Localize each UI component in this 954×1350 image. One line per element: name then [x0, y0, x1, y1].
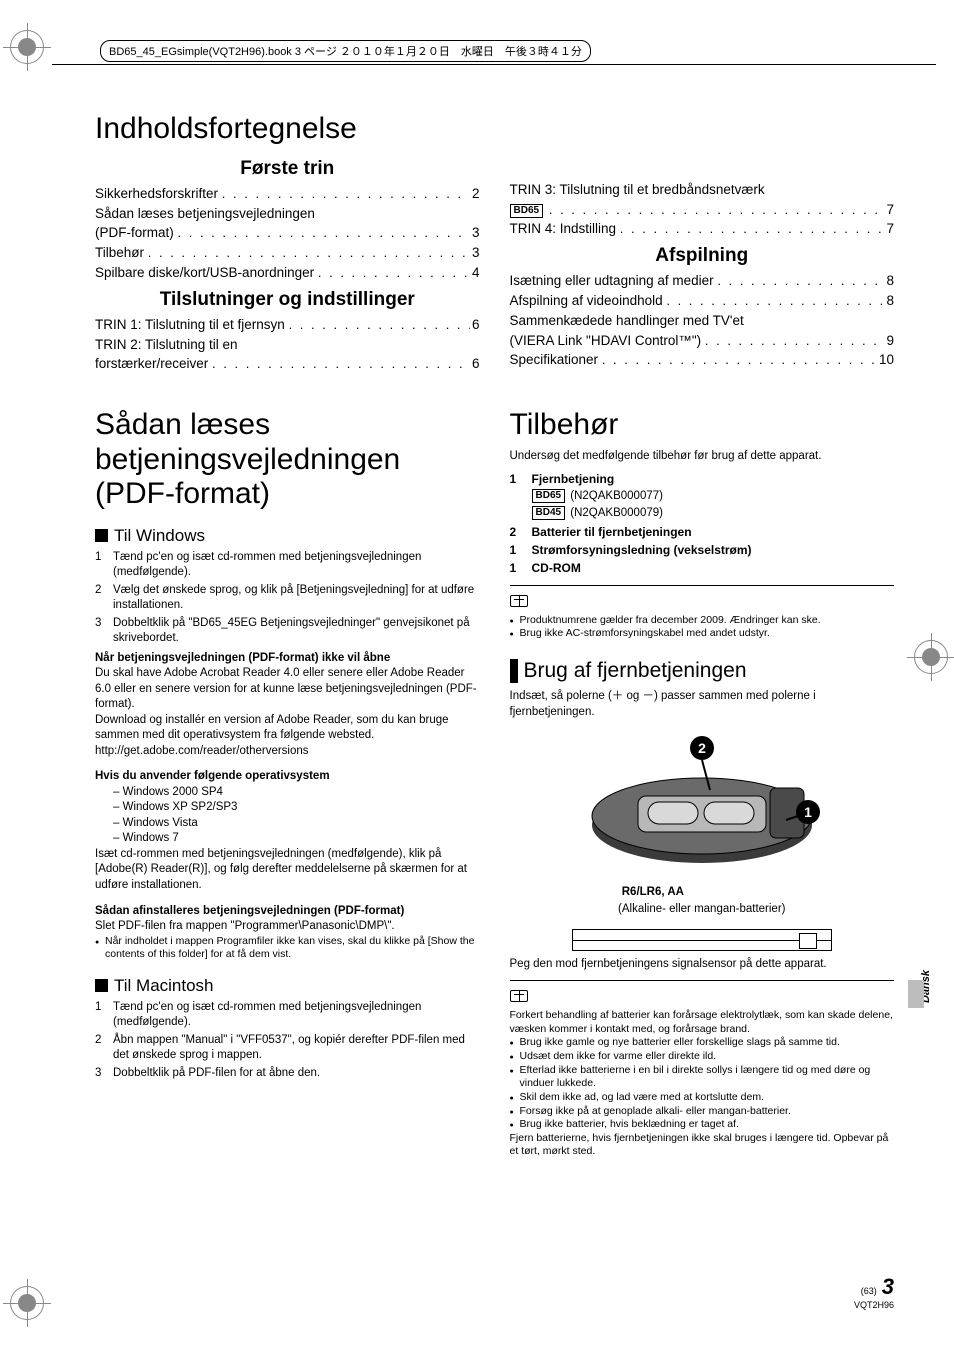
toc-section-title: Første trin — [95, 158, 480, 180]
bullet-item: Når indholdet i mappen Programfiler ikke… — [95, 935, 480, 962]
note-icon — [510, 595, 528, 607]
os-item: – Windows Vista — [113, 816, 480, 832]
toc-entry: (VIERA Link "HDAVI Control™") 9 — [510, 331, 895, 351]
subheading-mac: Til Macintosh — [95, 976, 480, 996]
note-icon — [510, 990, 528, 1002]
body-text: Forkert behandling af batterier kan forå… — [510, 1009, 895, 1036]
toc-left-column: Første trin Sikkerhedsforskrifter 2Sådan… — [95, 152, 480, 374]
accessory-item: 2Batterier til fjernbetjeningen — [510, 523, 895, 541]
os-list: – Windows 2000 SP4– Windows XP SP2/SP3– … — [95, 785, 480, 847]
accessory-subitem: BD45 (N2QAKB000079) — [510, 505, 895, 522]
step-item: 3Dobbeltklik på "BD65_45EG Betjeningsvej… — [95, 616, 480, 647]
note-item: Brug ikke AC-strømforsyningskabel med an… — [510, 627, 895, 641]
toc-section-title: Afspilning — [510, 245, 895, 267]
toc-entry: BD65 7 — [510, 200, 895, 220]
crop-mark-icon — [914, 640, 948, 674]
warning-item: Skil dem ikke ad, og lad være med at kor… — [510, 1091, 895, 1105]
step-item: 3Dobbeltklik på PDF-filen for at åbne de… — [95, 1066, 480, 1082]
model-badge: BD65 — [510, 204, 544, 218]
remote-heading: Brug af fjernbetjeningen — [510, 659, 895, 683]
body-text: Isæt cd-rommen med betjeningsvejledninge… — [95, 847, 480, 894]
toc-entry: TRIN 4: Indstilling 7 — [510, 219, 895, 239]
body-text: Slet PDF-filen fra mappen "Programmer\Pa… — [95, 919, 480, 935]
os-item: – Windows 2000 SP4 — [113, 785, 480, 801]
accessory-subitem: BD65 (N2QAKB000077) — [510, 488, 895, 505]
warning-item: Udsæt dem ikke for varme eller direkte i… — [510, 1050, 895, 1064]
no-open-heading: Når betjeningsvejledningen (PDF-format) … — [95, 651, 480, 667]
accessory-notes: Produktnumrene gælder fra december 2009.… — [510, 614, 895, 641]
body-text: Indsæt, så polerne (＋ og －) passer samme… — [510, 689, 895, 720]
page-title: Indholdsfortegnelse — [95, 112, 894, 146]
os-item: – Windows 7 — [113, 831, 480, 847]
mac-steps: 1Tænd pc'en og isæt cd-rommen med betjen… — [95, 1000, 480, 1082]
toc-entry: TRIN 1: Tilslutning til et fjernsyn 6 — [95, 315, 480, 335]
note-item: Produktnumrene gælder fra december 2009.… — [510, 614, 895, 628]
step-item: 1Tænd pc'en og isæt cd-rommen med betjen… — [95, 1000, 480, 1031]
svg-text:2: 2 — [698, 740, 706, 756]
toc-right-column: TRIN 3: Tilslutning til et bredbåndsnetv… — [510, 152, 895, 374]
remote-figure: 2 1 R6/LR6, AA (Alkaline- eller mangan-b… — [572, 730, 832, 915]
uninstall-heading: Sådan afinstalleres betjeningsvejledning… — [95, 904, 480, 920]
toc-entry: Sådan læses betjeningsvejledningen — [95, 204, 480, 224]
accessory-item: 1Fjernbetjening — [510, 470, 895, 488]
toc-entry: Specifikationer 10 — [510, 350, 895, 370]
os-heading: Hvis du anvender følgende operativsystem — [95, 769, 480, 785]
step-item: 2Åbn mappen "Manual" i "VFF0537", og kop… — [95, 1033, 480, 1064]
toc-entry: Sammenkædede handlinger med TV'et — [510, 311, 895, 331]
toc-entry: Isætning eller udtagning af medier 8 — [510, 271, 895, 291]
warning-item: Brug ikke gamle og nye batterier eller f… — [510, 1036, 895, 1050]
device-figure — [572, 929, 832, 951]
warning-item: Forsøg ikke på at genoplade alkali- elle… — [510, 1105, 895, 1119]
accessory-item: 1CD-ROM — [510, 559, 895, 577]
toc-section-title: Tilslutninger og indstillinger — [95, 289, 480, 311]
body-text: Peg den mod fjernbetjeningens signalsens… — [510, 957, 895, 973]
divider — [510, 585, 895, 586]
crop-mark-icon — [10, 1286, 44, 1320]
toc-entry: Spilbare diske/kort/USB-anordninger 4 — [95, 263, 480, 283]
divider — [510, 980, 895, 981]
windows-steps: 1Tænd pc'en og isæt cd-rommen med betjen… — [95, 550, 480, 647]
toc-entry: Sikkerhedsforskrifter 2 — [95, 184, 480, 204]
toc-entry: TRIN 2: Tilslutning til en — [95, 335, 480, 355]
body-text: Download og installér en version af Adob… — [95, 713, 480, 744]
toc-entry: TRIN 3: Tilslutning til et bredbåndsnetv… — [510, 180, 895, 200]
step-item: 2Vælg det ønskede sprog, og klik på [Bet… — [95, 583, 480, 614]
book-header: BD65_45_EGsimple(VQT2H96).book 3 ページ ２０１… — [100, 40, 591, 62]
svg-text:1: 1 — [804, 804, 812, 820]
battery-warnings: Brug ikke gamle og nye batterier eller f… — [510, 1036, 895, 1131]
toc-entry: Tilbehør 3 — [95, 243, 480, 263]
language-tab-block — [908, 980, 924, 1008]
body-text: Du skal have Adobe Acrobat Reader 4.0 el… — [95, 666, 480, 713]
warning-item: Brug ikke batterier, hvis beklædning er … — [510, 1118, 895, 1132]
os-item: – Windows XP SP2/SP3 — [113, 800, 480, 816]
body-text: Fjern batterierne, hvis fjernbetjeningen… — [510, 1132, 895, 1159]
subheading-windows: Til Windows — [95, 526, 480, 546]
warning-item: Efterlad ikke batterierne i en bil i dir… — [510, 1064, 895, 1091]
section-heading: Sådan læses betjeningsvejledningen (PDF-… — [95, 408, 480, 512]
accessory-item: 1Strømforsyningsledning (vekselstrøm) — [510, 541, 895, 559]
battery-spec: R6/LR6, AA — [572, 885, 832, 901]
body-text: Undersøg det medfølgende tilbehør før br… — [510, 449, 895, 465]
crop-mark-icon — [10, 30, 44, 64]
accessories-list: 1FjernbetjeningBD65 (N2QAKB000077)BD45 (… — [510, 470, 895, 577]
pdf-guide-column: Sådan læses betjeningsvejledningen (PDF-… — [95, 380, 480, 1159]
accessories-column: Tilbehør Undersøg det medfølgende tilbeh… — [510, 380, 895, 1159]
toc-entry: forstærker/receiver 6 — [95, 354, 480, 374]
toc-entry: (PDF-format) 3 — [95, 223, 480, 243]
page-footer: (63) 3 VQT2H96 — [854, 1274, 894, 1310]
step-item: 1Tænd pc'en og isæt cd-rommen med betjen… — [95, 550, 480, 581]
toc-entry: Afspilning af videoindhold 8 — [510, 291, 895, 311]
battery-type: (Alkaline- eller mangan-batterier) — [572, 903, 832, 915]
adobe-url: http://get.adobe.com/reader/otherversion… — [95, 744, 480, 760]
section-heading: Tilbehør — [510, 408, 895, 443]
